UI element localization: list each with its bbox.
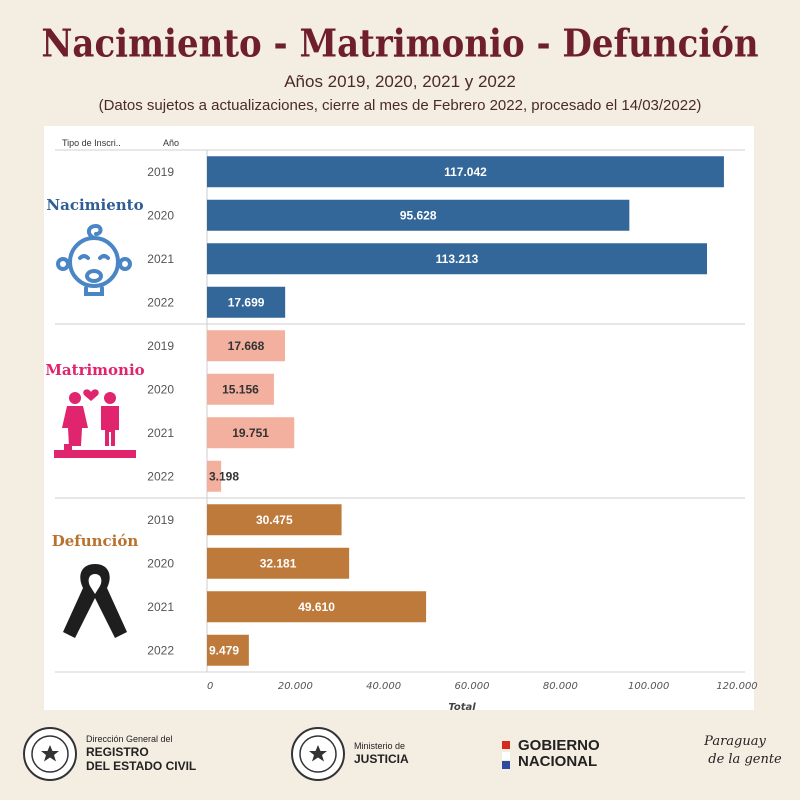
signature-line-1: Paraguay [704, 734, 766, 749]
page-subtitle: Años 2019, 2020, 2021 y 2022 [284, 72, 516, 91]
bar-mourning-ribbon-2019 [207, 504, 342, 536]
x-tick-label: 80.000 [543, 681, 578, 692]
registro-line-3: DEL ESTADO CIVIL [86, 759, 197, 773]
column-header-year: Año [163, 138, 180, 148]
registro-line-2: REGISTRO [86, 745, 149, 759]
year-label: 2022 [147, 469, 174, 483]
justicia-seal-icon [291, 727, 345, 781]
mourning-ribbon-icon [63, 564, 127, 638]
x-tick-label: 0 [207, 681, 213, 692]
x-tick-label: 100.000 [628, 681, 669, 692]
column-header-type: Tipo de Inscri.. [62, 138, 121, 148]
data-label: 19.751 [232, 426, 269, 440]
registro-seal-icon [23, 727, 77, 781]
data-label: 30.475 [256, 513, 293, 527]
data-label: 15.156 [222, 382, 259, 396]
year-label: 2021 [147, 600, 174, 614]
bar-mourning-ribbon-2020 [207, 547, 350, 579]
x-tick-label: 20.000 [278, 681, 313, 692]
bar-mourning-ribbon-2022 [207, 634, 249, 666]
data-label: 17.699 [228, 295, 265, 309]
gobierno-line-1: GOBIERNO [518, 737, 600, 754]
bar-baby-face-2021 [207, 243, 708, 275]
data-label: 3.198 [209, 469, 239, 483]
signature-line-2: de la gente [708, 752, 782, 767]
category-label-nacimiento: Nacimiento [46, 196, 144, 214]
data-label: 17.668 [228, 339, 265, 353]
data-label: 113.213 [436, 252, 479, 266]
bar-couple-2021 [207, 417, 295, 449]
year-label: 2020 [147, 382, 174, 396]
page-note: (Datos sujetos a actualizaciones, cierre… [98, 97, 702, 114]
bar-baby-face-2020 [207, 199, 630, 231]
year-label: 2021 [147, 252, 174, 266]
footer [0, 712, 800, 800]
bar-couple-2020 [207, 373, 274, 405]
bar-baby-face-2019 [207, 156, 724, 188]
gobierno-line-2: NACIONAL [518, 753, 598, 770]
data-label: 95.628 [400, 208, 437, 222]
registro-line-1: Dirección General del [86, 734, 173, 744]
data-label: 117.042 [444, 165, 487, 179]
flag-bars-icon [502, 741, 510, 769]
year-label: 2019 [147, 165, 174, 179]
x-tick-label: 40.000 [366, 681, 401, 692]
couple-icon [54, 389, 136, 458]
year-label: 2019 [147, 339, 174, 353]
baby-face-icon [56, 223, 132, 296]
x-tick-label: 60.000 [455, 681, 490, 692]
data-label: 9.479 [209, 643, 239, 657]
category-label-defuncion: Defunción [51, 532, 139, 550]
page-title: Nacimiento - Matrimonio - Defunción [41, 21, 759, 67]
bar-couple-2022 [207, 460, 222, 492]
category-label-matrimonio: Matrimonio [45, 361, 145, 379]
x-axis-label: Total [448, 702, 476, 713]
data-label: 49.610 [298, 600, 335, 614]
bar-baby-face-2022 [207, 286, 286, 318]
year-label: 2022 [147, 295, 174, 309]
justicia-line-2: JUSTICIA [354, 752, 409, 766]
year-label: 2020 [147, 556, 174, 570]
justicia-line-1: Ministerio de [354, 741, 406, 751]
bar-couple-2019 [207, 330, 286, 362]
year-label: 2020 [147, 208, 174, 222]
x-tick-label: 120.000 [716, 681, 757, 692]
year-label: 2019 [147, 513, 174, 527]
year-label: 2022 [147, 643, 174, 657]
data-label: 32.181 [260, 556, 297, 570]
bar-mourning-ribbon-2021 [207, 591, 427, 623]
year-label: 2021 [147, 426, 174, 440]
